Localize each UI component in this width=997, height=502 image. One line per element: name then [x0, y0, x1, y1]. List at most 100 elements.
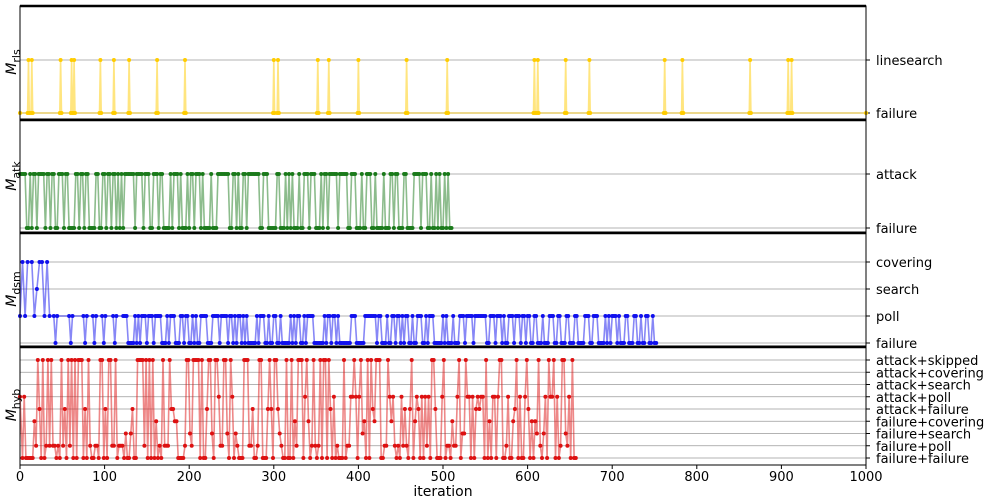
data-point: [167, 358, 172, 362]
data-point: [347, 443, 352, 448]
data-point: [570, 358, 575, 362]
data-point: [279, 443, 284, 448]
data-point: [505, 341, 510, 345]
data-point: [121, 226, 126, 230]
data-point: [244, 226, 249, 230]
data-point: [301, 456, 306, 460]
data-point: [40, 358, 45, 362]
data-point: [209, 172, 214, 176]
data-point: [90, 314, 95, 318]
data-point: [400, 314, 405, 318]
data-point: [85, 172, 90, 176]
data-point: [150, 314, 154, 318]
data-point: [66, 358, 71, 362]
data-point: [334, 341, 339, 345]
data-point: [633, 314, 638, 318]
data-point: [60, 172, 65, 176]
data-point: [384, 443, 389, 448]
data-point: [151, 341, 156, 345]
data-point: [403, 172, 408, 176]
data-point: [223, 358, 228, 362]
data-point: [617, 314, 621, 318]
data-point: [290, 172, 295, 176]
data-point: [104, 226, 109, 230]
data-point: [261, 314, 266, 318]
data-point: [116, 172, 121, 176]
data-point: [441, 226, 445, 230]
data-point: [182, 341, 187, 345]
data-point: [394, 456, 399, 460]
data-point: [114, 226, 119, 230]
data-point: [410, 226, 415, 230]
data-point: [343, 456, 348, 460]
data-point: [406, 456, 411, 460]
data-point: [159, 456, 164, 460]
data-point: [325, 456, 330, 460]
data-point: [432, 226, 437, 230]
data-point: [545, 456, 550, 460]
data-point: [649, 341, 654, 345]
x-tick-label: 1000: [849, 470, 882, 485]
data-point: [75, 172, 80, 176]
data-point: [565, 443, 570, 448]
data-series-line: [19, 261, 657, 344]
data-point: [73, 358, 77, 362]
data-point: [52, 443, 57, 448]
data-point: [400, 226, 405, 230]
data-point: [259, 358, 264, 362]
data-point: [527, 314, 532, 318]
data-point: [109, 226, 114, 230]
data-point: [439, 341, 444, 345]
data-point: [533, 419, 538, 424]
data-point: [413, 419, 418, 424]
data-point: [254, 314, 259, 318]
data-point: [295, 226, 300, 230]
data-point: [155, 111, 160, 115]
data-point: [413, 341, 418, 345]
data-point: [319, 172, 324, 176]
data-point: [416, 407, 421, 411]
data-point: [327, 111, 332, 115]
data-point: [23, 314, 28, 318]
data-point: [390, 172, 395, 176]
data-point: [567, 394, 572, 399]
x-tick-label: 800: [684, 470, 709, 485]
data-point: [373, 314, 378, 318]
data-point: [127, 456, 132, 460]
data-point: [205, 407, 209, 411]
data-point: [292, 419, 297, 424]
data-point: [267, 358, 272, 362]
y-axis-label: Mdsm: [4, 271, 23, 307]
data-point: [226, 172, 231, 176]
data-point: [316, 443, 321, 448]
data-point: [285, 226, 290, 230]
data-point: [197, 341, 202, 345]
data-point: [414, 394, 419, 399]
data-point: [601, 341, 606, 345]
data-point: [48, 226, 53, 230]
data-point: [269, 407, 274, 411]
data-point: [378, 314, 383, 318]
data-point: [238, 314, 242, 318]
data-point: [380, 226, 385, 230]
data-point: [134, 341, 139, 345]
data-point: [518, 341, 523, 345]
data-point: [463, 341, 467, 345]
data-point: [340, 456, 345, 460]
data-point: [82, 226, 87, 230]
data-point: [424, 314, 429, 318]
data-point: [35, 358, 40, 362]
data-point: [256, 341, 261, 345]
data-point: [475, 394, 480, 399]
data-point: [303, 394, 308, 399]
data-point: [229, 226, 234, 230]
data-point: [444, 314, 449, 318]
data-point: [227, 456, 231, 460]
data-point: [309, 443, 314, 448]
chart-panel-hyb: failure+failurefailure+pollfailure+searc…: [4, 345, 984, 500]
data-point: [399, 394, 404, 399]
data-point: [61, 443, 66, 448]
data-point: [318, 358, 323, 362]
data-point: [317, 226, 322, 230]
